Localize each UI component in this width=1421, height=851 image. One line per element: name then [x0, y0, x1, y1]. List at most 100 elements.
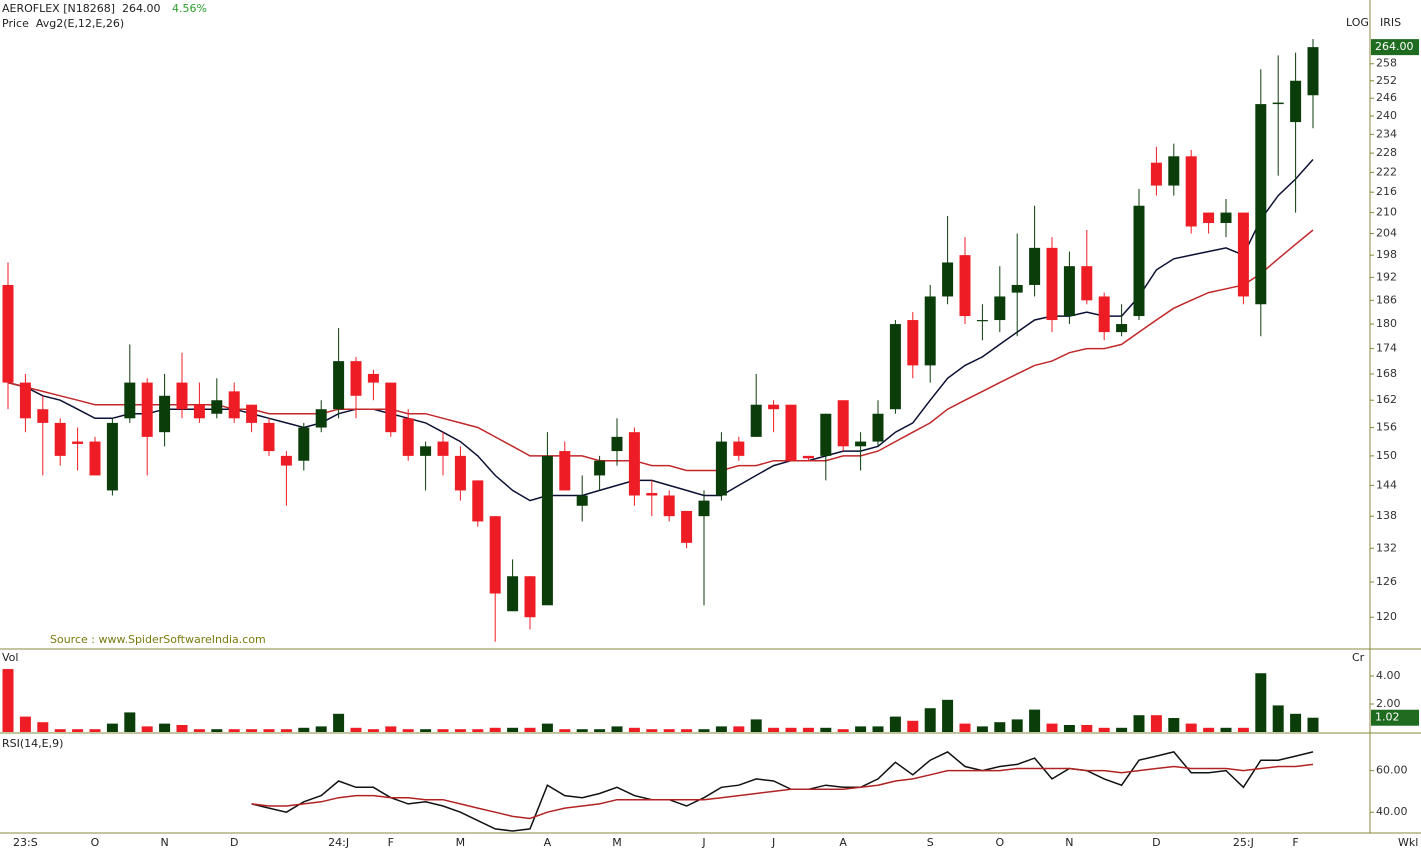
- candle-body: [942, 262, 954, 297]
- candle-body: [280, 455, 292, 466]
- candle-body: [315, 409, 327, 428]
- candle-body: [681, 510, 693, 543]
- volume-bar: [1290, 713, 1302, 732]
- volume-bar: [420, 729, 432, 732]
- candle-body: [298, 427, 310, 461]
- unit-label: Cr: [1352, 651, 1365, 664]
- y-tick-label: 240: [1376, 109, 1397, 122]
- x-tick-label: M: [456, 836, 466, 849]
- candle-body: [889, 324, 901, 410]
- volume-bar: [1150, 715, 1162, 732]
- y-tick-label: 150: [1376, 449, 1397, 462]
- candle-body: [333, 361, 345, 410]
- moving-average: [7, 159, 1314, 502]
- volume-bar: [1185, 723, 1197, 732]
- volume-bar: [54, 729, 66, 732]
- volume-bar: [211, 729, 223, 732]
- volume-bar: [959, 723, 971, 732]
- x-tick-label: N: [160, 836, 168, 849]
- volume-bar: [541, 723, 553, 732]
- volume-bar: [228, 729, 240, 732]
- volume-bar: [663, 729, 675, 732]
- volume-bar: [1029, 709, 1041, 732]
- candle-body: [1116, 324, 1128, 333]
- volume-bar: [1255, 673, 1267, 732]
- volume-bar: [889, 716, 901, 732]
- volume-bar: [106, 723, 118, 732]
- y-tick-label: 180: [1376, 317, 1397, 330]
- candle-body: [733, 441, 745, 456]
- volume-bar: [611, 726, 623, 732]
- x-tick-label: M: [612, 836, 622, 849]
- last-price-label: 264.00: [1375, 40, 1414, 53]
- candle-body: [402, 418, 414, 456]
- legend: Price Avg2(E,12,E,26): [2, 17, 124, 30]
- volume-bar: [802, 727, 814, 732]
- volume-bar: [385, 726, 397, 732]
- y-tick-label: 192: [1376, 270, 1397, 283]
- candle-body: [141, 382, 153, 437]
- candle-body: [37, 409, 49, 423]
- x-tick-label: A: [839, 836, 847, 849]
- y-tick-label: 174: [1376, 342, 1397, 355]
- volume-bar: [942, 699, 954, 732]
- volume-bar: [768, 727, 780, 732]
- volume-bar: [1098, 727, 1110, 732]
- volume-bar: [820, 727, 832, 732]
- candle-body: [176, 382, 188, 410]
- x-tick-label: N: [1065, 836, 1073, 849]
- candle-body: [1185, 156, 1197, 227]
- candle-body: [837, 400, 849, 447]
- volume-bar: [2, 669, 14, 732]
- candle-body: [924, 296, 936, 366]
- candle-body: [437, 441, 449, 456]
- rsi-line: [251, 763, 1314, 820]
- candle-body: [1133, 205, 1145, 317]
- candle-body: [1203, 212, 1215, 223]
- scale-label: LOG: [1346, 16, 1369, 29]
- y-tick-label: 156: [1376, 421, 1397, 434]
- volume-bar: [367, 729, 379, 732]
- candle-body: [785, 404, 797, 461]
- x-tick-label: O: [91, 836, 100, 849]
- volume-bar: [1081, 725, 1093, 732]
- x-tick-label: D: [230, 836, 238, 849]
- candle-body: [768, 404, 780, 410]
- candle-body: [628, 432, 640, 496]
- x-tick-label: 25:J: [1233, 836, 1254, 849]
- volume-bar: [1237, 727, 1249, 732]
- y-tick-label: 246: [1376, 91, 1397, 104]
- candle-body: [1255, 104, 1267, 305]
- volume-bar: [141, 726, 153, 732]
- volume-bar: [646, 729, 658, 732]
- volume-bar: [628, 727, 640, 732]
- candle-body: [802, 455, 814, 459]
- x-tick-label: F: [388, 836, 394, 849]
- volume-bar: [855, 726, 867, 732]
- y-tick-label: 132: [1376, 541, 1397, 554]
- candle-body: [367, 373, 379, 383]
- y-tick-label: 258: [1376, 57, 1397, 70]
- y-tick-label: 138: [1376, 509, 1397, 522]
- value-label-box: [1371, 709, 1419, 726]
- volume-bar: [89, 729, 101, 732]
- volume-bar: [1168, 718, 1180, 732]
- volume-bar: [1133, 715, 1145, 732]
- volume-bar: [298, 727, 310, 732]
- x-tick-label: J: [701, 836, 705, 849]
- candle-body: [855, 441, 867, 447]
- candle-body: [507, 576, 519, 612]
- candle-body: [1307, 47, 1319, 96]
- candle-body: [715, 441, 727, 496]
- y-tick-label: 222: [1376, 165, 1397, 178]
- panel-title: Vol: [2, 651, 18, 664]
- candle-body: [594, 460, 606, 476]
- y-tick-label: 252: [1376, 74, 1397, 87]
- volume-bar: [907, 720, 919, 732]
- y-tick-label: 40.00: [1376, 805, 1408, 818]
- x-tick-label: S: [927, 836, 934, 849]
- volume-bar: [176, 725, 188, 732]
- volume-bar: [837, 729, 849, 732]
- x-tick-label: J: [771, 836, 775, 849]
